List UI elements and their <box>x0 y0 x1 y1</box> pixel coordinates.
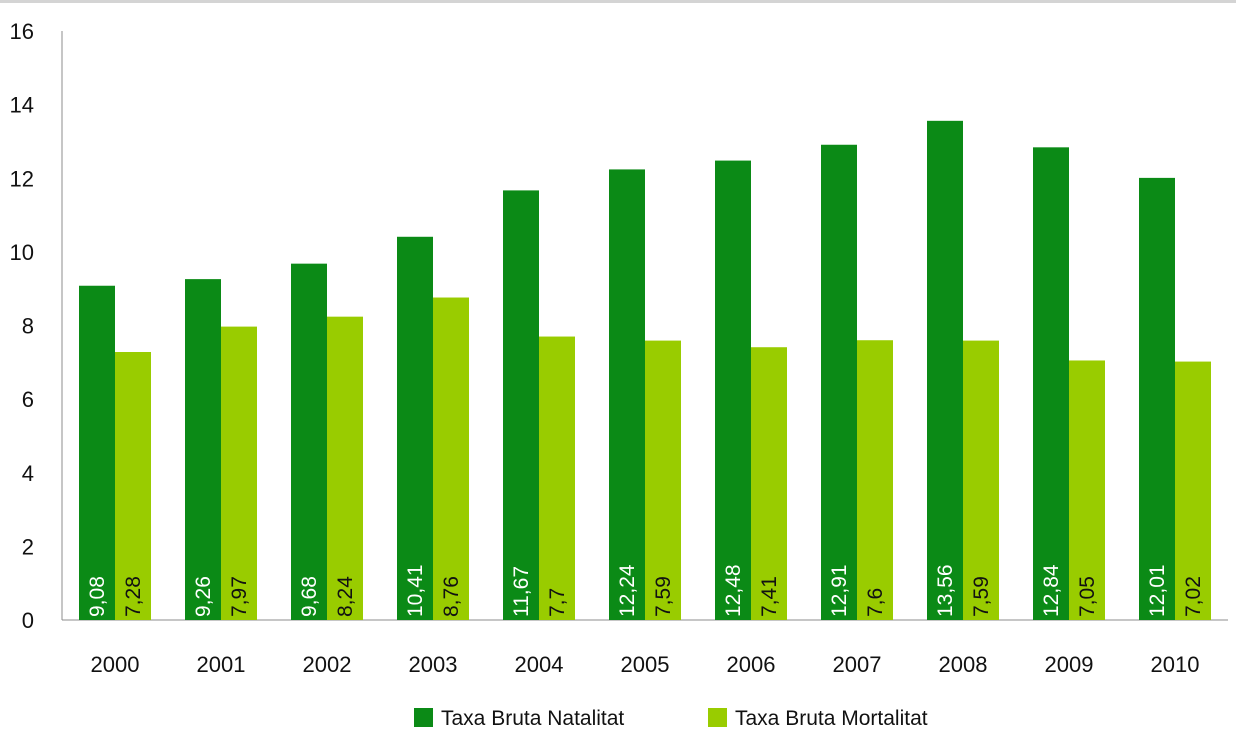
bar-value-label: 12,24 <box>616 564 639 617</box>
y-tick-label: 8 <box>22 314 34 339</box>
bar-value-label: 9,08 <box>86 576 109 617</box>
bar-value-label: 7,6 <box>864 588 887 617</box>
bar-natalitat <box>397 236 433 621</box>
bar-value-label: 7,02 <box>1182 576 1205 617</box>
bar-natalitat <box>503 190 539 620</box>
bar-mortalitat <box>963 340 999 620</box>
bar-value-label: 9,26 <box>192 576 215 617</box>
bar-value-label: 7,59 <box>970 576 993 617</box>
bar-value-label: 7,7 <box>546 588 569 617</box>
x-axis: 2000 2001 2002 2003 2004 2005 2006 2007 2008 2009… <box>62 619 1228 677</box>
legend-label: Taxa Bruta Mortalitat <box>735 707 928 729</box>
bar-mortalitat <box>433 297 469 620</box>
bar-value-label: 10,41 <box>404 564 427 617</box>
x-tick-label: 2005 <box>621 652 670 677</box>
bar-value-label: 7,05 <box>1076 576 1099 617</box>
bar-mortalitat <box>645 340 681 620</box>
x-tick-label: 2001 <box>197 652 246 677</box>
y-tick-label: 2 <box>22 534 34 559</box>
top-divider <box>0 0 1236 3</box>
bar-natalitat <box>927 120 963 620</box>
bar-natalitat <box>1139 177 1175 620</box>
bar-mortalitat <box>327 316 363 620</box>
bar-value-label: 7,59 <box>652 576 675 617</box>
bar-natalitat <box>185 279 221 620</box>
bar-mortalitat <box>1175 361 1211 620</box>
bars: 9,08 7,28 9,26 7,97 9,68 8,24 10,41 8,76 11,67 7,… <box>79 120 1211 621</box>
bar-value-label: 7,97 <box>228 576 251 617</box>
y-tick-label: 10 <box>10 240 34 265</box>
bar-value-label: 12,48 <box>722 564 745 617</box>
x-tick-label: 2006 <box>727 652 776 677</box>
bar-mortalitat <box>539 336 575 620</box>
bar-natalitat <box>79 285 115 620</box>
bar-natalitat <box>291 263 327 620</box>
y-tick-label: 0 <box>22 608 34 633</box>
bar-value-label: 8,76 <box>440 576 463 617</box>
bar-mortalitat <box>1069 360 1105 620</box>
legend-swatch <box>414 708 433 727</box>
bar-natalitat <box>1033 147 1069 620</box>
x-tick-label: 2009 <box>1045 652 1094 677</box>
y-tick-label: 6 <box>22 387 34 412</box>
x-tick-label: 2010 <box>1151 652 1200 677</box>
x-tick-label: 2008 <box>939 652 988 677</box>
bar-value-label: 13,56 <box>934 564 957 617</box>
bar-mortalitat <box>751 347 787 620</box>
bar-value-label: 12,84 <box>1040 564 1063 617</box>
x-tick-label: 2007 <box>833 652 882 677</box>
bar-value-label: 9,68 <box>298 576 321 617</box>
legend-label: Taxa Bruta Natalitat <box>441 707 624 729</box>
x-tick-label: 2000 <box>91 652 140 677</box>
bar-natalitat <box>715 160 751 620</box>
bar-value-label: 7,28 <box>122 576 145 617</box>
bar-mortalitat <box>857 340 893 620</box>
bar-value-label: 12,01 <box>1146 564 1169 617</box>
bar-value-label: 7,41 <box>758 576 781 617</box>
y-tick-label: 16 <box>10 19 34 44</box>
bar-mortalitat <box>115 352 151 620</box>
bar-natalitat <box>609 169 645 621</box>
x-tick-label: 2003 <box>409 652 458 677</box>
bar-value-label: 11,67 <box>510 566 533 617</box>
legend-swatch <box>708 708 727 727</box>
legend: Taxa Bruta Natalitat Taxa Bruta Mortalita… <box>414 707 928 729</box>
bar-natalitat <box>821 144 857 621</box>
x-tick-label: 2002 <box>303 652 352 677</box>
x-tick-label: 2004 <box>515 652 564 677</box>
bar-value-label: 8,24 <box>334 576 357 617</box>
y-tick-label: 4 <box>22 461 34 486</box>
y-tick-label: 14 <box>10 93 34 118</box>
y-axis: 0 2 4 6 8 10 12 14 16 <box>10 19 63 633</box>
y-tick-label: 12 <box>10 166 34 191</box>
bar-mortalitat <box>221 326 257 620</box>
bar-value-label: 12,91 <box>828 564 851 617</box>
